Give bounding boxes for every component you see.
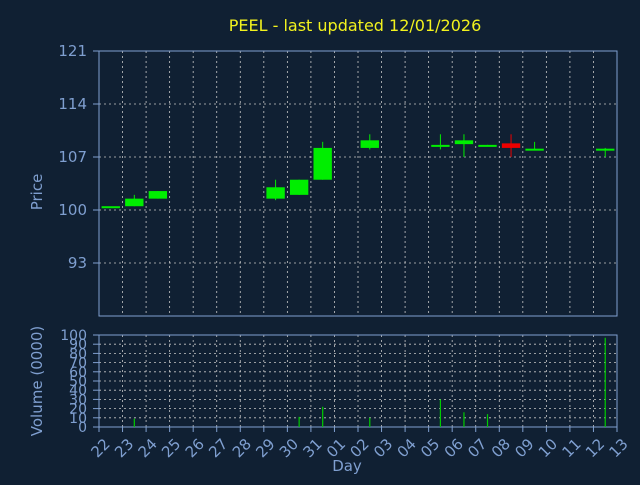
- x-tick-label: 10: [535, 435, 561, 461]
- price-panel: 121 114 107 100 93: [58, 42, 618, 317]
- x-tick-label: 27: [205, 435, 231, 461]
- volume-tick-label: 60: [69, 365, 87, 381]
- volume-axis-label: Volume (0000): [28, 326, 46, 436]
- volume-tick-label: 100: [60, 328, 87, 344]
- x-tick-label: 06: [441, 435, 467, 461]
- candle-body: [501, 143, 521, 148]
- volume-tick-label: 70: [69, 356, 87, 372]
- x-tick-label: 07: [464, 435, 490, 461]
- candle-body: [478, 144, 497, 147]
- x-axis-label: Day: [332, 457, 362, 475]
- candle-body: [360, 140, 379, 148]
- x-tick-label: 30: [276, 435, 302, 461]
- candle-body: [454, 140, 474, 145]
- price-tick-label: 107: [58, 148, 87, 166]
- price-axis-label: Price: [28, 174, 46, 211]
- candle-body: [525, 148, 544, 151]
- volume-tick-label: 80: [69, 346, 87, 362]
- x-tick-label: 03: [370, 435, 396, 461]
- x-tick-label: 28: [229, 435, 255, 461]
- candle-body: [431, 144, 450, 147]
- volume-tick-label: 10: [69, 411, 87, 427]
- price-tick-label: 93: [68, 254, 87, 272]
- candle-body: [101, 206, 120, 209]
- x-tick-label: 31: [299, 435, 325, 461]
- x-tick-label: 09: [511, 435, 537, 461]
- volume-tick-label: 40: [69, 383, 87, 399]
- x-tick-label: 29: [252, 435, 278, 461]
- candle-body: [266, 187, 285, 199]
- price-tick-label: 114: [58, 95, 87, 113]
- x-tick-label: 26: [182, 435, 208, 461]
- x-tick-label: 12: [582, 435, 608, 461]
- price-frame: [98, 50, 618, 317]
- x-tick-label: 11: [558, 435, 584, 461]
- candle-body: [596, 148, 615, 151]
- x-tick-label: 23: [111, 435, 137, 461]
- volume-tick-label: 90: [69, 337, 87, 353]
- x-tick-label: 24: [135, 435, 161, 461]
- price-tick-label: 100: [58, 201, 87, 219]
- x-tick-label: 04: [394, 435, 420, 461]
- x-tick-label: 22: [88, 435, 114, 461]
- candle-body: [313, 147, 332, 180]
- x-tick-label: 13: [606, 435, 632, 461]
- candle-body: [125, 198, 144, 207]
- chart-title: PEEL - last updated 12/01/2026: [229, 16, 482, 35]
- x-tick-label: 05: [417, 435, 443, 461]
- x-tick-label: 25: [158, 435, 184, 461]
- volume-tick-label: 0: [78, 420, 87, 436]
- volume-tick-label: 30: [69, 392, 87, 408]
- price-tick-label: 121: [58, 42, 87, 60]
- volume-tick-label: 20: [69, 402, 87, 418]
- volume-tick-label: 50: [69, 374, 87, 390]
- candle-body: [148, 191, 168, 199]
- candle-body: [289, 179, 309, 195]
- x-tick-label: 08: [488, 435, 514, 461]
